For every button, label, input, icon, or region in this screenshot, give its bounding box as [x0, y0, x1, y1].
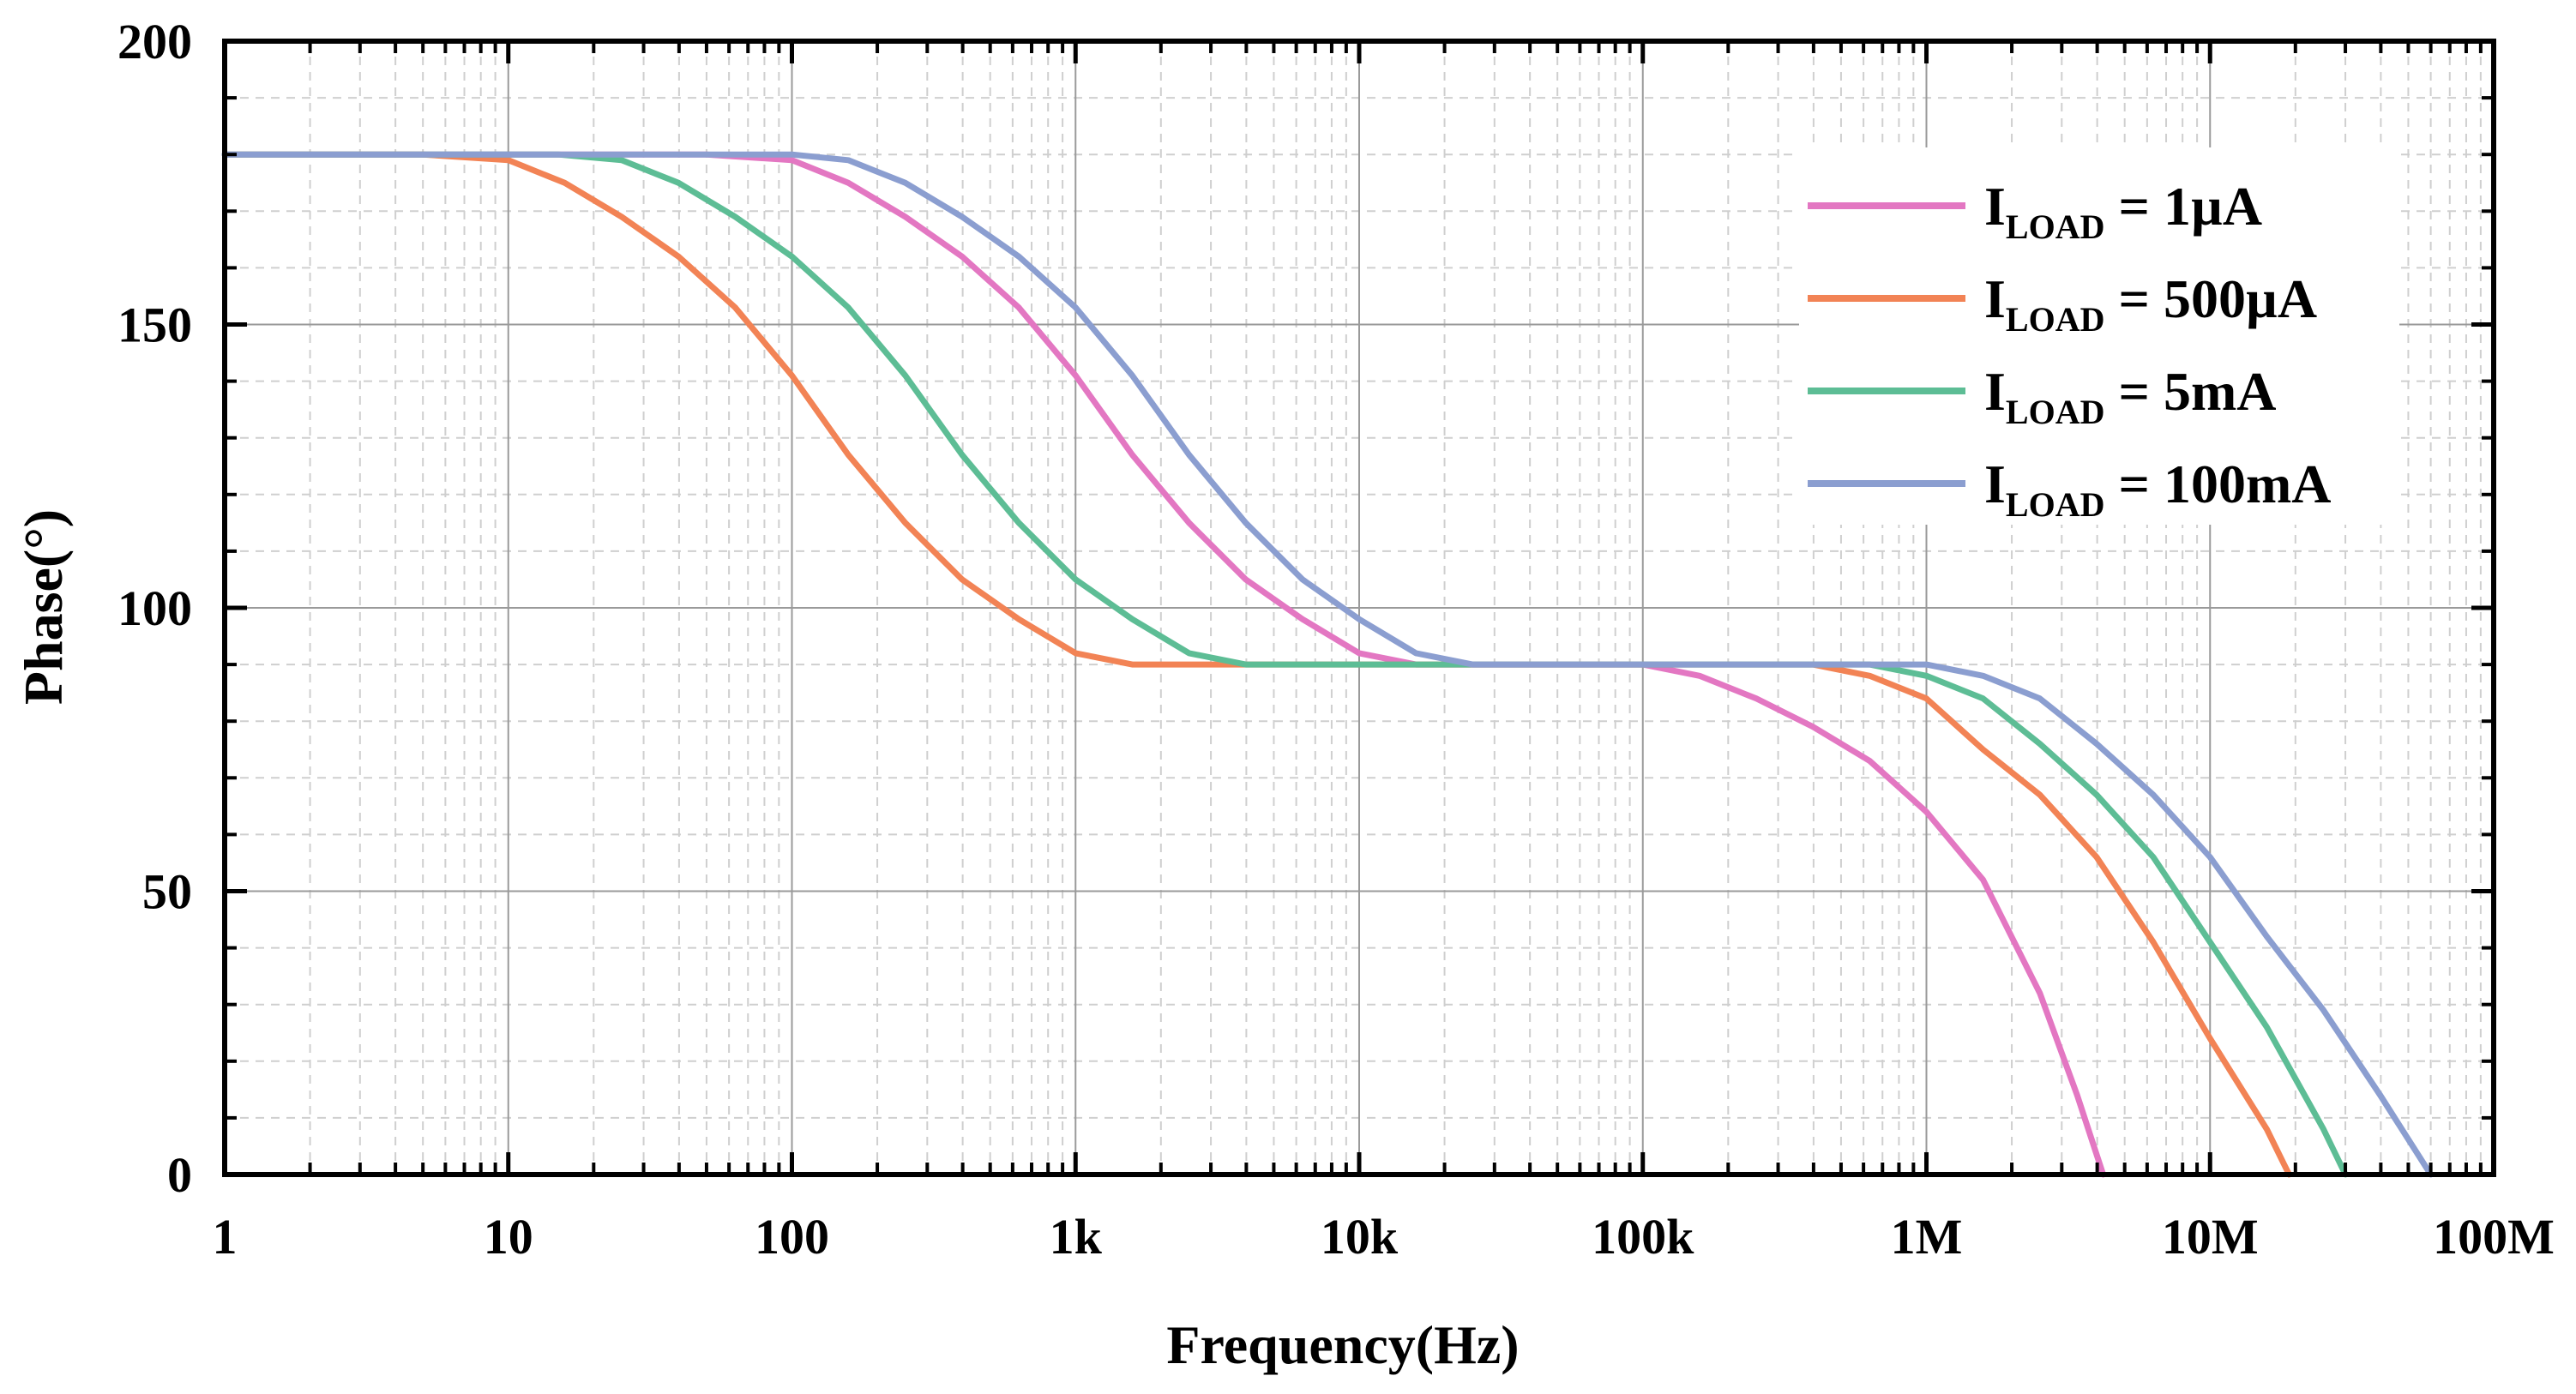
legend-label-subscript: LOAD: [2006, 300, 2105, 339]
series-line-1: [221, 151, 2292, 1178]
y-tick-labels: 0 50 100 150 200: [117, 14, 192, 1203]
x-tick-labels: 1 10 100 1k 10k 100k 1M 10M 100M: [213, 1209, 2555, 1265]
series-line-3: [221, 151, 2435, 1178]
legend-background: [1799, 147, 2399, 525]
y-axis-title: Phase(°): [13, 509, 74, 705]
legend-label-subscript: LOAD: [2006, 485, 2105, 524]
legend-label-rest: = 5mA: [2104, 361, 2276, 422]
legend-label-main: I: [1984, 268, 2006, 329]
legend-label-3: ILOAD = 100mA: [1984, 454, 2331, 524]
x-tick-label: 10k: [1321, 1209, 1399, 1265]
x-tick-label: 100M: [2433, 1209, 2555, 1265]
series-line-2: [221, 151, 2349, 1178]
legend-label-main: I: [1984, 361, 2006, 422]
x-tick-label: 100: [755, 1209, 829, 1265]
legend-label-main: I: [1984, 176, 2006, 237]
x-tick-label: 1k: [1050, 1209, 1103, 1265]
y-tick-label: 100: [117, 580, 192, 636]
axis-ticks: [222, 39, 2496, 1177]
x-axis-title: Frequency(Hz): [1166, 1314, 1519, 1375]
x-tick-label: 10: [484, 1209, 533, 1265]
legend-label-main: I: [1984, 454, 2006, 514]
x-tick-label: 1: [213, 1209, 238, 1265]
series-lines: [221, 151, 2435, 1178]
legend-label-1: ILOAD = 500µA: [1984, 268, 2317, 339]
legend-label-subscript: LOAD: [2006, 393, 2105, 431]
x-tick-label: 1M: [1891, 1209, 1963, 1265]
y-tick-label: 0: [167, 1147, 192, 1203]
y-tick-label: 200: [117, 14, 192, 69]
legend-label-rest: = 100mA: [2104, 454, 2331, 514]
legend-label-rest: = 1µA: [2104, 176, 2262, 237]
x-tick-label: 10M: [2162, 1209, 2259, 1265]
legend-label-2: ILOAD = 5mA: [1984, 361, 2276, 431]
legend-label-rest: = 500µA: [2104, 268, 2317, 329]
series-line-0: [221, 151, 2107, 1178]
y-tick-label: 50: [142, 864, 192, 920]
x-tick-label: 100k: [1592, 1209, 1694, 1265]
legend-label-subscript: LOAD: [2006, 207, 2105, 246]
y-tick-label: 150: [117, 297, 192, 353]
legend-label-0: ILOAD = 1µA: [1984, 176, 2262, 246]
